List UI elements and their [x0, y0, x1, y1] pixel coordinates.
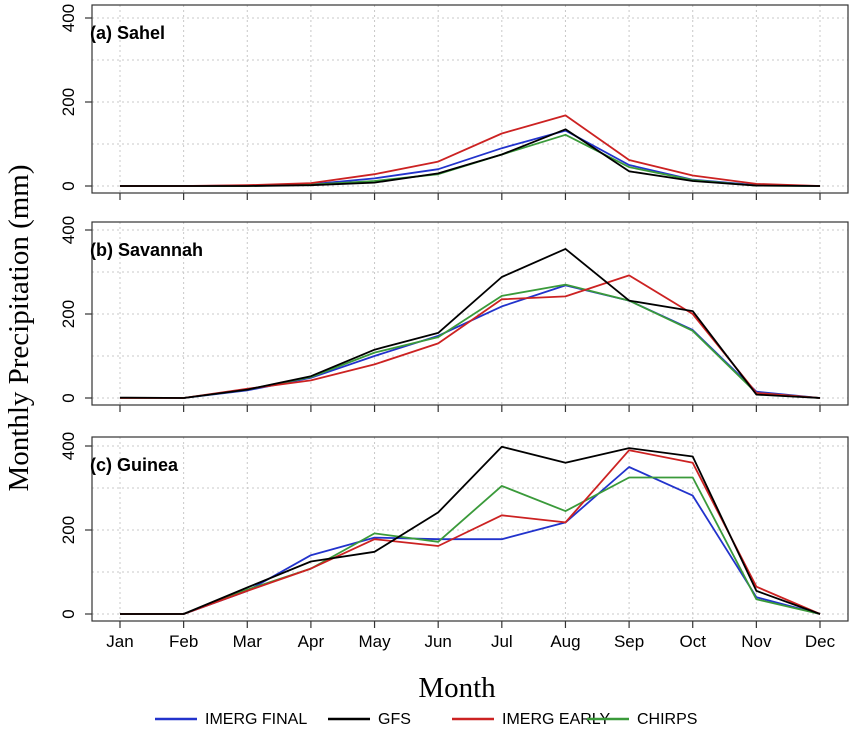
grid [92, 5, 848, 193]
grid [92, 437, 848, 621]
legend-item: CHIRPS [587, 711, 697, 728]
plot-frame [91, 4, 849, 194]
x-axis-title: Month [418, 672, 496, 704]
y-axis-title: Monthly Precipitation (mm) [3, 164, 35, 491]
x-tick-label: Mar [233, 632, 263, 651]
x-tick-label: Nov [741, 632, 772, 651]
x-axis: Jan Feb Mar Apr May Jun Jul Aug Sep Oct Nov Dec [106, 632, 835, 651]
panel-1: 0 200 400 (a) Sahel [59, 4, 849, 200]
series-line-gfs [120, 128, 821, 187]
legend-label: CHIRPS [637, 711, 697, 728]
series-line-gfs [120, 445, 821, 615]
y-tick-label: 0 [59, 393, 78, 402]
x-tick-label: Feb [169, 632, 198, 651]
x-tick-label: Sep [614, 632, 644, 651]
series-line-imerg-final [120, 466, 821, 615]
y-tick-label: 400 [59, 432, 78, 460]
x-tick-label: Dec [805, 632, 836, 651]
legend-label: IMERG FINAL [205, 711, 307, 728]
panel-label: (c) Guinea [90, 455, 179, 475]
series-line-imerg-early [120, 449, 821, 615]
y-tick-label: 0 [59, 181, 78, 190]
panel-label: (a) Sahel [90, 23, 165, 43]
plot-frame [91, 221, 849, 406]
x-tick-label: Jan [106, 632, 133, 651]
series-line-imerg-early [120, 274, 821, 399]
legend-item: GFS [328, 711, 411, 728]
x-tick-label: Aug [550, 632, 580, 651]
legend: IMERG FINAL GFS IMERG EARLY CHIRPS [155, 711, 697, 728]
x-tick-label: Jul [491, 632, 513, 651]
x-tick-label: Jun [424, 632, 451, 651]
series-line-imerg-early [120, 114, 821, 187]
grid [92, 222, 848, 405]
y-tick-label: 400 [59, 216, 78, 244]
legend-label: IMERG EARLY [502, 711, 611, 728]
legend-label: GFS [378, 711, 411, 728]
legend-item: IMERG EARLY [452, 711, 611, 728]
panel-3: 0 200 400 (c) Guinea [59, 432, 849, 628]
panel-label: (b) Savannah [90, 240, 203, 260]
x-tick-label: Oct [680, 632, 707, 651]
y-tick-label: 200 [59, 516, 78, 544]
x-tick-label: May [358, 632, 391, 651]
y-tick-label: 0 [59, 609, 78, 618]
plot-frame [91, 436, 849, 622]
y-tick-label: 200 [59, 300, 78, 328]
legend-item: IMERG FINAL [155, 711, 307, 728]
series-line-gfs [119, 247, 821, 399]
y-tick-label: 200 [59, 88, 78, 116]
x-tick-label: Apr [298, 632, 325, 651]
y-tick-label: 400 [59, 4, 78, 32]
panels-layer: 0 200 400 (a) Sahel 0 200 400 (b) Savannah 0 200 4… [59, 4, 849, 628]
panel-2: 0 200 400 (b) Savannah [59, 216, 849, 412]
series-line-chirps [120, 476, 821, 615]
